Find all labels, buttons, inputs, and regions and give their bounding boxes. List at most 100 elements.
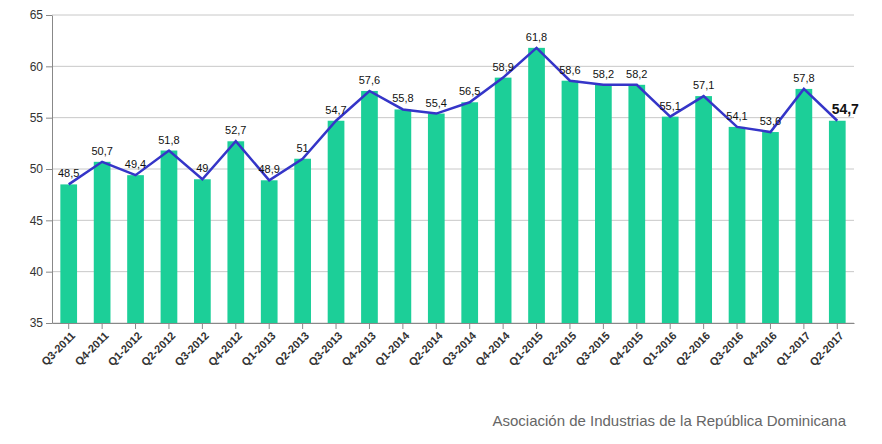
tick-mark	[102, 323, 103, 329]
axis-line	[53, 323, 855, 324]
tick: Q2-2016	[673, 323, 712, 368]
tick-mark	[603, 323, 604, 329]
data-label: 58,2	[593, 68, 614, 80]
tick-mark	[46, 15, 52, 16]
data-label: 57,6	[359, 74, 380, 86]
data-label: 55,4	[426, 97, 447, 109]
data-label: 54,7	[832, 101, 859, 117]
tick-mark	[670, 323, 671, 329]
marks	[60, 48, 845, 323]
tick: Q3-2012	[172, 323, 211, 368]
tick: Q3-2013	[306, 323, 345, 368]
tick: Q4-2014	[473, 323, 512, 368]
bar	[294, 159, 311, 323]
source-note: Asociación de Industrias de la República…	[492, 412, 846, 429]
tick: 65	[30, 8, 52, 22]
tick: 35	[30, 316, 52, 330]
tick: Q2-2017	[807, 323, 846, 368]
bar	[628, 85, 645, 323]
data-label: 58,6	[559, 64, 580, 76]
bar	[227, 141, 244, 323]
tick-mark	[536, 323, 537, 329]
tick: Q3-2011	[39, 323, 77, 368]
tick-mark	[402, 323, 403, 329]
bar	[729, 127, 746, 323]
bar	[762, 132, 779, 323]
tick-label: Q3-2016	[707, 329, 746, 368]
data-label: 56,5	[459, 85, 480, 97]
tick-label: Q1-2014	[373, 329, 412, 368]
bar	[461, 102, 478, 323]
bar	[562, 81, 579, 323]
tick-label: Q4-2015	[607, 329, 646, 368]
tick-mark	[68, 323, 69, 329]
plot: 35404550556065Q3-2011Q4-2011Q1-2012Q2-20…	[30, 8, 859, 368]
tick: Q1-2012	[105, 323, 144, 368]
data-label: 54,7	[325, 104, 346, 116]
tick-mark	[46, 66, 52, 67]
tick: Q1-2015	[506, 323, 545, 368]
tick-label: 40	[30, 265, 44, 279]
tick-label: Q4-2011	[72, 329, 110, 367]
data-label: 50,7	[91, 145, 112, 157]
tick-label: Q4-2013	[339, 329, 378, 368]
bar	[361, 91, 378, 323]
bar	[829, 121, 846, 323]
tick-mark	[803, 323, 804, 329]
tick: Q3-2014	[440, 323, 479, 368]
data-label: 54,1	[726, 110, 747, 122]
bar	[595, 85, 612, 323]
tick-label: Q2-2017	[807, 329, 846, 368]
tick: 55	[30, 111, 52, 125]
tick-label: 60	[30, 60, 44, 74]
tick-label: Q3-2013	[306, 329, 345, 368]
grid	[52, 15, 854, 323]
bar	[495, 78, 512, 323]
data-label: 53,6	[760, 115, 781, 127]
tick-label: 45	[30, 214, 44, 228]
bar	[395, 109, 412, 323]
tick-mark	[168, 323, 169, 329]
tick: Q4-2016	[740, 323, 779, 368]
tick-label: Q2-2015	[540, 329, 579, 368]
tick: Q2-2015	[540, 323, 579, 368]
tick-label: Q2-2012	[139, 329, 178, 368]
tick: Q4-2011	[72, 323, 110, 368]
tick-label: Q4-2014	[473, 329, 512, 368]
tick-mark	[235, 323, 236, 329]
tick-mark	[46, 220, 52, 221]
data-label: 57,8	[793, 72, 814, 84]
tick: 60	[30, 60, 52, 74]
tick-mark	[703, 323, 704, 329]
data-label: 55,8	[392, 92, 413, 104]
tick-mark	[46, 272, 52, 273]
bars	[60, 48, 845, 323]
data-label: 49,4	[125, 158, 146, 170]
tick: Q1-2016	[640, 323, 679, 368]
tick-mark	[336, 323, 337, 329]
tick: Q1-2014	[373, 323, 412, 368]
tick-label: Q4-2016	[740, 329, 779, 368]
bar	[428, 114, 445, 323]
bar	[695, 96, 712, 323]
data-label: 48,9	[258, 163, 279, 175]
data-label: 58,9	[492, 61, 513, 73]
grid-line	[52, 15, 854, 16]
bar	[328, 121, 345, 323]
tick-label: 55	[30, 111, 44, 125]
data-label: 49	[196, 162, 208, 174]
data-label: 51,8	[158, 134, 179, 146]
tick-label: Q1-2015	[506, 329, 545, 368]
data-label: 57,1	[693, 79, 714, 91]
data-label: 51	[297, 142, 309, 154]
tick-label: Q3-2011	[39, 329, 77, 367]
tick-mark	[737, 323, 738, 329]
x-axis: Q3-2011Q4-2011Q1-2012Q2-2012Q3-2012 Q4-20…	[39, 323, 855, 368]
line	[69, 48, 838, 185]
tick: 45	[30, 214, 52, 228]
tick-label: Q3-2012	[172, 329, 211, 368]
data-label: 58,2	[626, 68, 647, 80]
tick-mark	[46, 323, 52, 324]
tick: 40	[30, 265, 52, 279]
tick: Q4-2015	[607, 323, 646, 368]
